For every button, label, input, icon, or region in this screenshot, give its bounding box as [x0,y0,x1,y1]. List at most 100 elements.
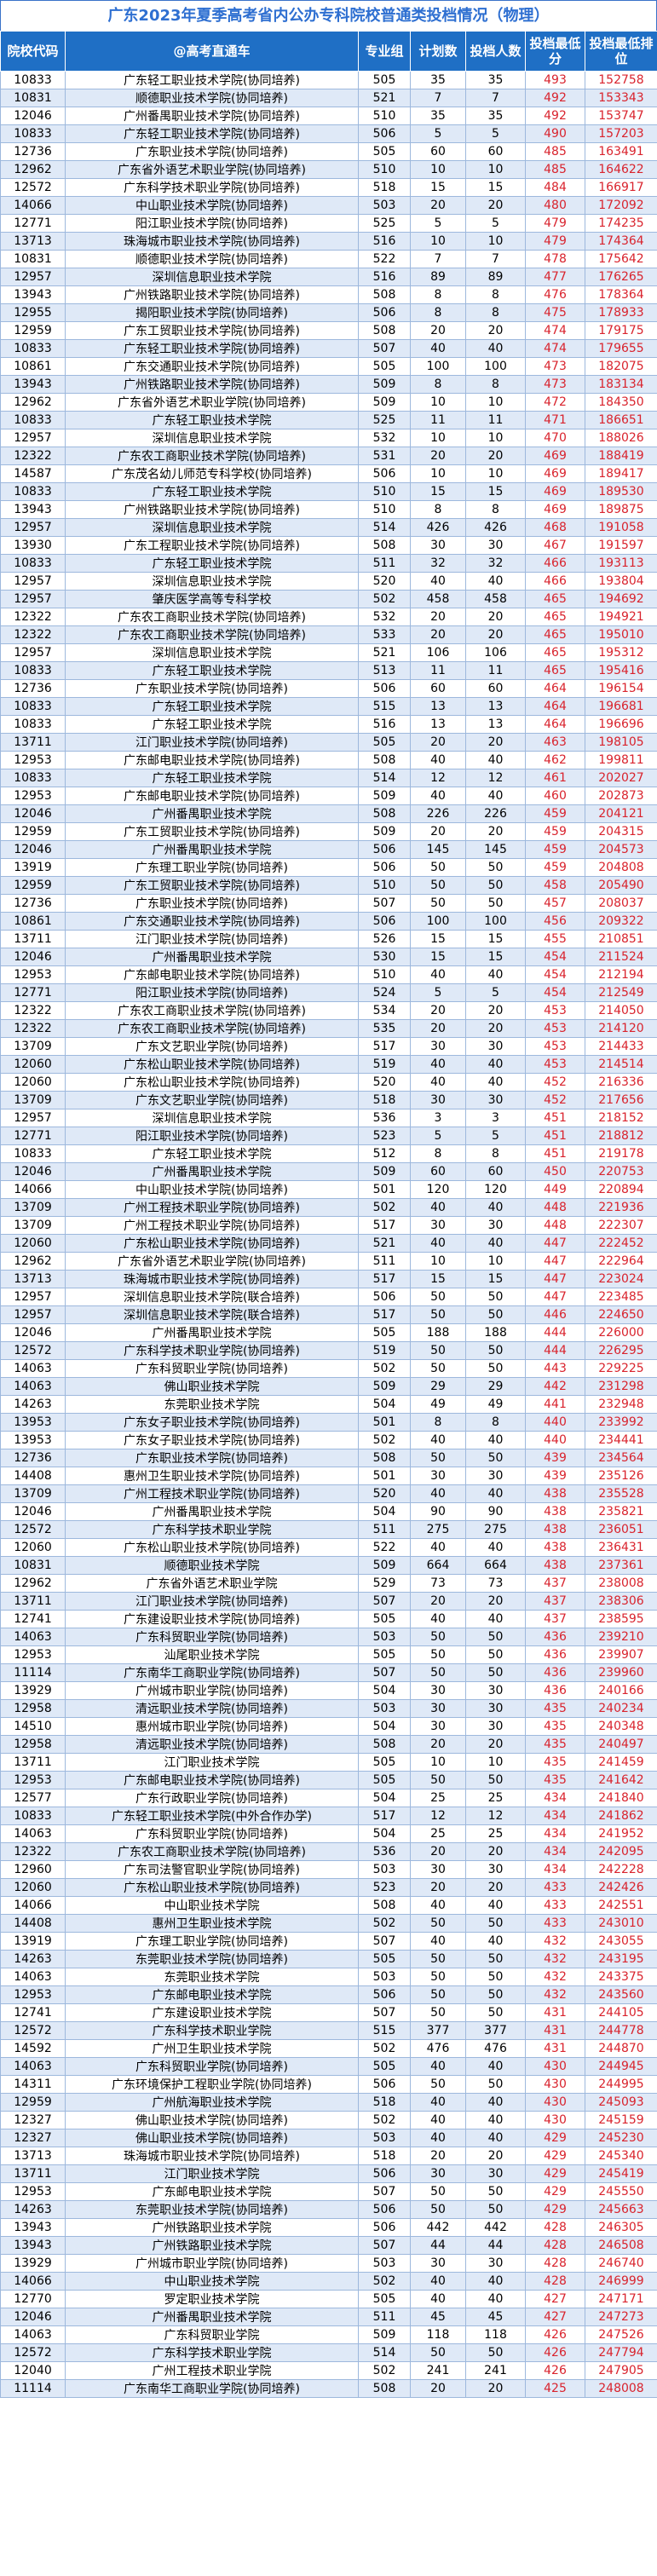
cell-admitted-count: 30 [465,1467,526,1485]
cell-min-rank: 245340 [585,2147,657,2165]
cell-major-group: 511 [358,554,411,573]
cell-admitted-count: 13 [465,715,526,734]
cell-major-group: 505 [358,1771,411,1789]
table-row: 13709 广东文艺职业学院(协同培养) 518 30 30 452 217656 [0,1091,657,1109]
cell-admitted-count: 40 [465,1610,526,1628]
cell-min-rank: 195010 [585,625,657,644]
cell-school-name: 广东工贸职业技术学院(协同培养) [65,822,359,841]
cell-plan-count: 50 [410,1359,466,1378]
cell-major-group: 520 [358,1484,411,1503]
cell-school-name: 深圳信息职业技术学院 [65,268,359,286]
cell-min-rank: 248008 [585,2379,657,2398]
table-row: 13709 广州工程技术职业学院(协同培养) 502 40 40 448 221936 [0,1198,657,1217]
cell-plan-count: 15 [410,1270,466,1288]
table-row: 12953 广东邮电职业技术学院 506 50 50 432 243560 [0,1985,657,2004]
cell-school-code: 12962 [0,1252,66,1271]
cell-school-name: 广东松山职业技术学院(协同培养) [65,1538,359,1557]
table-row: 13929 广州城市职业学院(协同培养) 504 30 30 436 240166 [0,1681,657,1700]
cell-admitted-count: 40 [465,1538,526,1557]
cell-min-score: 435 [525,1699,585,1718]
cell-school-code: 13709 [0,1484,66,1503]
cell-school-name: 深圳信息职业技术学院 [65,1109,359,1127]
cell-plan-count: 40 [410,1538,466,1557]
cell-school-code: 12060 [0,1234,66,1253]
cell-school-name: 广州铁路职业技术学院 [65,2218,359,2237]
cell-school-name: 广东松山职业技术学院(协同培养) [65,1878,359,1897]
cell-min-rank: 238306 [585,1592,657,1611]
cell-school-name: 广州铁路职业技术学院(协同培养) [65,375,359,394]
cell-school-code: 11114 [0,1663,66,1682]
table-row: 12953 广东邮电职业技术学院(协同培养) 508 40 40 462 199811 [0,751,657,769]
cell-min-score: 448 [525,1216,585,1235]
cell-admitted-count: 5 [465,983,526,1002]
cell-min-rank: 243010 [585,1914,657,1933]
cell-major-group: 502 [358,1198,411,1217]
cell-plan-count: 442 [410,2218,466,2237]
cell-min-rank: 202873 [585,787,657,805]
cell-admitted-count: 10 [465,393,526,412]
cell-min-score: 434 [525,1789,585,1807]
table-row: 11114 广东南华工商职业学院(协同培养) 508 20 20 425 248008 [0,2379,657,2398]
cell-admitted-count: 40 [465,1932,526,1951]
cell-major-group: 509 [358,393,411,412]
table-row: 13709 广东文艺职业学院(协同培养) 517 30 30 453 214433 [0,1037,657,1056]
cell-school-code: 10833 [0,71,66,89]
cell-min-rank: 194921 [585,608,657,626]
cell-admitted-count: 40 [465,1431,526,1449]
table-row: 12959 广东工贸职业技术学院(协同培养) 509 20 20 459 204315 [0,822,657,841]
cell-min-score: 453 [525,1019,585,1038]
cell-school-code: 14063 [0,1968,66,1986]
cell-plan-count: 5 [410,983,466,1002]
cell-school-code: 14066 [0,1896,66,1915]
table-row: 12957 深圳信息职业技术学院 516 89 89 477 176265 [0,268,657,286]
cell-plan-count: 40 [410,1055,466,1074]
cell-min-score: 443 [525,1359,585,1378]
cell-school-code: 10833 [0,715,66,734]
cell-min-rank: 239907 [585,1645,657,1664]
cell-plan-count: 188 [410,1323,466,1342]
cell-school-name: 广东省外语艺术职业学院 [65,1574,359,1593]
cell-major-group: 518 [358,1091,411,1109]
cell-plan-count: 50 [410,2343,466,2362]
cell-major-group: 504 [358,1824,411,1843]
cell-school-code: 12959 [0,321,66,340]
cell-plan-count: 49 [410,1395,466,1414]
cell-major-group: 521 [358,643,411,662]
cell-min-rank: 196681 [585,697,657,716]
cell-school-name: 广州城市职业学院(协同培养) [65,2254,359,2273]
cell-admitted-count: 7 [465,250,526,268]
cell-school-code: 12957 [0,643,66,662]
cell-major-group: 506 [358,303,411,322]
cell-plan-count: 10 [410,1252,466,1271]
cell-school-name: 广州铁路职业技术学院(协同培养) [65,285,359,304]
cell-admitted-count: 15 [465,948,526,966]
cell-min-rank: 176265 [585,268,657,286]
cell-min-rank: 235126 [585,1467,657,1485]
table-row: 10831 顺德职业技术学院(协同培养) 521 7 7 492 153343 [0,89,657,107]
cell-school-code: 12771 [0,983,66,1002]
cell-min-rank: 195312 [585,643,657,662]
cell-school-name: 广东轻工职业技术学院 [65,554,359,573]
cell-plan-count: 50 [410,876,466,895]
cell-major-group: 508 [358,804,411,823]
cell-school-code: 12957 [0,429,66,447]
cell-school-code: 12962 [0,1574,66,1593]
table-row: 14263 东莞职业技术学院 504 49 49 441 232948 [0,1395,657,1414]
cell-min-score: 428 [525,2272,585,2291]
cell-plan-count: 44 [410,2236,466,2255]
cell-min-rank: 246999 [585,2272,657,2291]
cell-school-code: 13709 [0,1037,66,1056]
cell-admitted-count: 30 [465,1037,526,1056]
cell-school-name: 广东科贸职业学院 [65,2325,359,2344]
cell-min-rank: 244778 [585,2021,657,2040]
cell-min-score: 447 [525,1234,585,1253]
table-row: 12957 深圳信息职业技术学院 521 106 106 465 195312 [0,643,657,662]
cell-major-group: 501 [358,1180,411,1199]
cell-school-code: 14311 [0,2075,66,2094]
cell-min-score: 454 [525,948,585,966]
cell-major-group: 532 [358,608,411,626]
table-row: 14311 广东环境保护工程职业学院(协同培养) 506 50 50 430 244995 [0,2075,657,2094]
cell-min-rank: 202027 [585,769,657,787]
cell-school-name: 广东交通职业技术学院(协同培养) [65,912,359,931]
table-row: 10833 广东轻工职业技术学院 514 12 12 461 202027 [0,769,657,787]
